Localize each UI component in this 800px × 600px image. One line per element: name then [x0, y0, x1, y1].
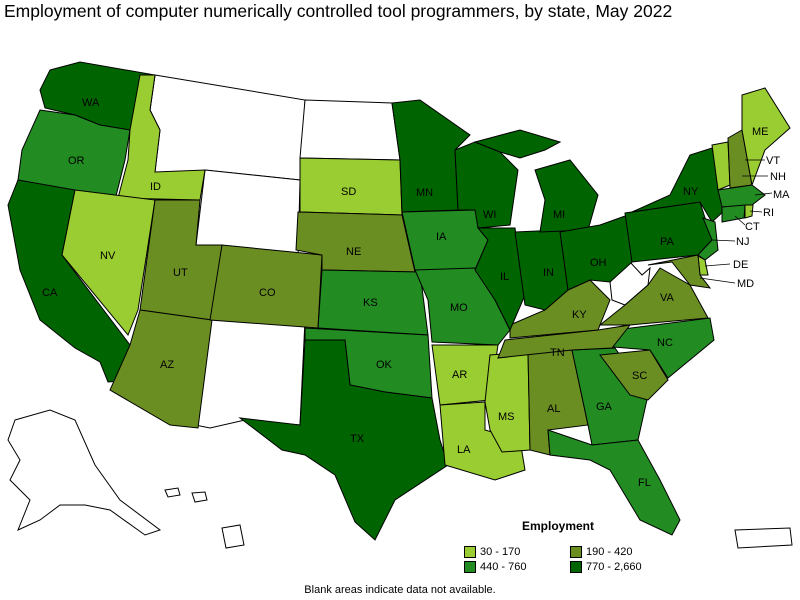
state-MI [534, 159, 599, 233]
label-IA: IA [436, 231, 447, 243]
label-WA: WA [82, 97, 100, 109]
legend-label-1: 30 - 170 [480, 546, 521, 558]
state-CT [721, 204, 746, 223]
label-AZ: AZ [160, 359, 174, 371]
legend-label-3: 190 - 420 [586, 546, 633, 558]
label-IL: IL [500, 271, 509, 283]
label-VT: VT [766, 155, 780, 167]
label-TX: TX [350, 433, 365, 445]
label-ME: ME [752, 126, 769, 138]
label-CA: CA [42, 287, 58, 299]
legend-label-4: 770 - 2,660 [586, 561, 642, 573]
state-MT [149, 74, 306, 181]
label-GA: GA [596, 401, 613, 413]
label-VA: VA [660, 292, 675, 304]
legend-item-1: 30 - 170 [464, 546, 520, 558]
label-NJ: NJ [736, 236, 749, 248]
state-SC [599, 349, 669, 401]
state-VA [598, 267, 709, 326]
label-RI: RI [763, 207, 774, 219]
state-FL [547, 429, 681, 536]
state-OH [559, 214, 633, 291]
legend-item-4: 770 - 2,660 [570, 561, 642, 573]
label-MD: MD [737, 278, 754, 290]
label-DE: DE [733, 259, 748, 271]
label-OR: OR [68, 155, 85, 167]
state-ID [117, 74, 206, 201]
legend-title: Employment [522, 519, 595, 533]
state-MA [717, 184, 766, 208]
label-MO: MO [450, 302, 468, 314]
label-CT: CT [745, 221, 760, 233]
label-OK: OK [376, 359, 393, 371]
state-RI [744, 204, 754, 219]
state-AK [7, 409, 162, 536]
state-MD [647, 254, 712, 289]
label-SC: SC [632, 370, 647, 382]
state-LA [439, 401, 526, 481]
legend-swatch-1 [464, 546, 476, 558]
state-ME [741, 87, 791, 187]
label-PA: PA [660, 236, 675, 248]
state-NV [61, 189, 156, 336]
legend-swatch-3 [570, 546, 582, 558]
label-NC: NC [657, 337, 673, 349]
legend-item-3: 190 - 420 [570, 546, 632, 558]
state-OR [17, 109, 131, 201]
state-TX [238, 339, 449, 541]
label-MS: MS [498, 411, 515, 423]
state-HI [164, 487, 181, 498]
state-HI-2 [191, 491, 208, 503]
label-OH: OH [590, 257, 607, 269]
label-MI: MI [553, 209, 565, 221]
label-IN: IN [543, 267, 554, 279]
label-CO: CO [259, 287, 276, 299]
label-NV: NV [100, 250, 116, 262]
legend-label-2: 440 - 760 [480, 561, 527, 573]
label-TN: TN [550, 347, 565, 359]
label-KS: KS [363, 297, 378, 309]
label-LA: LA [457, 444, 471, 456]
label-AL: AL [547, 403, 560, 415]
label-SD: SD [341, 186, 356, 198]
label-KY: KY [572, 309, 587, 321]
callout-lines [699, 159, 773, 284]
label-FL: FL [638, 477, 651, 489]
map-title: Employment of computer numerically contr… [4, 1, 673, 21]
label-AR: AR [452, 369, 467, 381]
label-ID: ID [150, 181, 161, 193]
label-UT: UT [173, 267, 188, 279]
state-MI-UP [473, 129, 562, 159]
state-HI-3 [221, 524, 245, 549]
legend-item-2: 440 - 760 [464, 561, 526, 573]
legend-swatch-4 [570, 561, 582, 573]
legend-swatch-2 [464, 561, 476, 573]
state-PR [734, 527, 793, 549]
label-MA: MA [773, 189, 790, 201]
label-MN: MN [416, 187, 433, 199]
state-ND [299, 99, 401, 161]
footnote: Blank areas indicate data not available. [304, 584, 496, 596]
label-NH: NH [770, 171, 786, 183]
label-WI: WI [483, 209, 496, 221]
label-NE: NE [346, 246, 361, 258]
label-NY: NY [683, 186, 699, 198]
